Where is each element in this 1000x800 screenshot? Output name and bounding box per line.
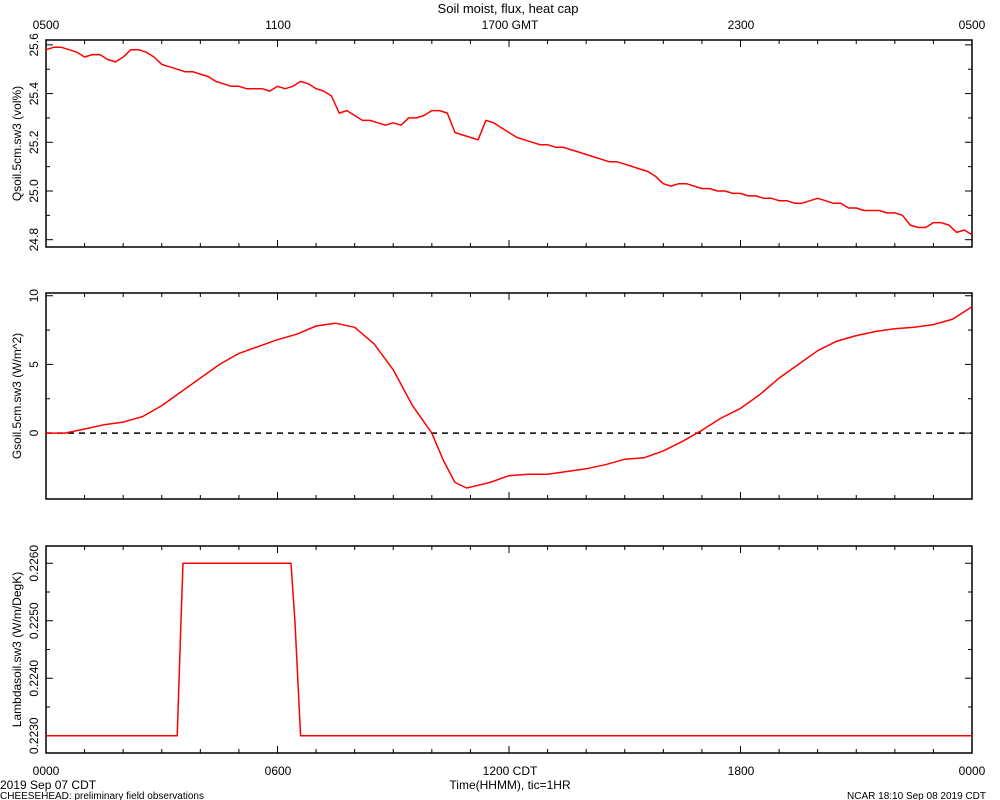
y-axis-label: Gsoil.5cm.sw3 (W/m^2)	[10, 333, 24, 459]
top-axis-tick-labels: 0500 1100 1700 GMT 2300 0500	[33, 18, 986, 32]
series-polyline	[46, 562, 972, 737]
y-tick-label: 25.0	[27, 179, 41, 203]
plot-frame	[45, 545, 973, 754]
y-tick-label: 25.2	[27, 130, 41, 154]
y-ticks: 24.8 25.0 25.2 25.4 25.6	[27, 33, 973, 252]
y-ticks: 0.2230 0.2240 0.2250 0.2260	[27, 545, 973, 754]
y-tick-label: 24.8	[27, 228, 41, 252]
y-tick-label: 0.2250	[27, 602, 41, 639]
bottom-axis-tick-label: 0600	[265, 764, 292, 778]
y-tick-label: 0.2230	[27, 717, 41, 754]
footer-generated-note: NCAR 18:10 Sep 08 2019 CDT	[847, 791, 986, 800]
top-axis-tick-label: 2300	[728, 18, 755, 32]
plot-frame	[45, 292, 973, 500]
y-tick-label: 0.2240	[27, 660, 41, 697]
y-axis-label: Qsoil.5cm.sw3 (vol%)	[10, 86, 24, 201]
y-tick-label: 25.4	[27, 82, 41, 106]
top-axis-tick-label: 1700 GMT	[482, 18, 539, 32]
panel-soil-heat-flux: Gsoil.5cm.sw3 (W/m^2) 0 5 10	[10, 289, 973, 500]
footer-project-note: CHEESEHEAD: preliminary field observatio…	[0, 791, 204, 800]
y-ticks: 0 5 10	[27, 289, 973, 499]
top-axis-tick-label: 0500	[33, 18, 60, 32]
bottom-axis-tick-label: 0000	[959, 764, 986, 778]
footer-date: 2019 Sep 07 CDT	[0, 778, 97, 792]
y-tick-label: 25.6	[27, 33, 41, 57]
y-tick-label: 0	[27, 429, 41, 436]
y-axis-label: Lambdasoil.sw3 (W/m/DegK)	[10, 572, 24, 727]
chart-title: Soil moist, flux, heat cap	[438, 1, 579, 16]
panel-thermal-conductivity: Lambdasoil.sw3 (W/m/DegK) 0.22300.22400.…	[10, 545, 973, 754]
series-line	[46, 306, 973, 489]
top-axis-tick-label: 0500	[959, 18, 986, 32]
series-line	[45, 46, 973, 236]
top-axis-tick-label: 1100	[265, 18, 291, 32]
series-line	[46, 562, 972, 737]
bottom-axis-tick-label: 1200 CDT	[483, 764, 538, 778]
x-axis-label: Time(HHMM), tic=1HR	[449, 778, 571, 792]
bottom-axis-tick-label: 0000	[33, 764, 60, 778]
panel-soil-moisture: Qsoil.5cm.sw3 (vol%) 24.8 25.0 25.2 25.4 25.…	[10, 33, 973, 252]
y-tick-label: 5	[27, 361, 41, 368]
series-polyline	[45, 46, 973, 236]
y-tick-label: 10	[27, 289, 41, 303]
bottom-axis-tick-label: 1800	[728, 764, 755, 778]
bottom-axis-tick-labels: 0000 0600 1200 CDT 1800 0000	[33, 764, 986, 778]
y-tick-label: 0.2260	[27, 545, 41, 582]
series-polyline	[46, 306, 973, 489]
